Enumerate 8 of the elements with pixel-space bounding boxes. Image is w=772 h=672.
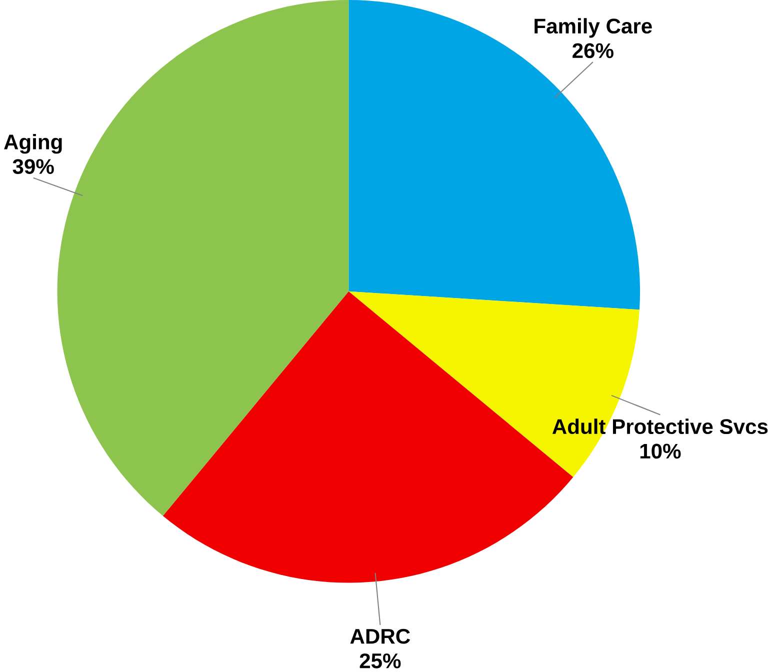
slice-label: Adult Protective Svcs: [552, 418, 768, 434]
slice-label: ADRC: [350, 628, 410, 644]
data-label: 39%: [12, 159, 54, 174]
slice-label: Aging: [4, 134, 62, 154]
data-label: 26%: [572, 43, 614, 58]
slice-label: Family Care: [534, 18, 652, 38]
data-label: 10%: [640, 444, 681, 459]
data-label: 25%: [360, 654, 401, 668]
